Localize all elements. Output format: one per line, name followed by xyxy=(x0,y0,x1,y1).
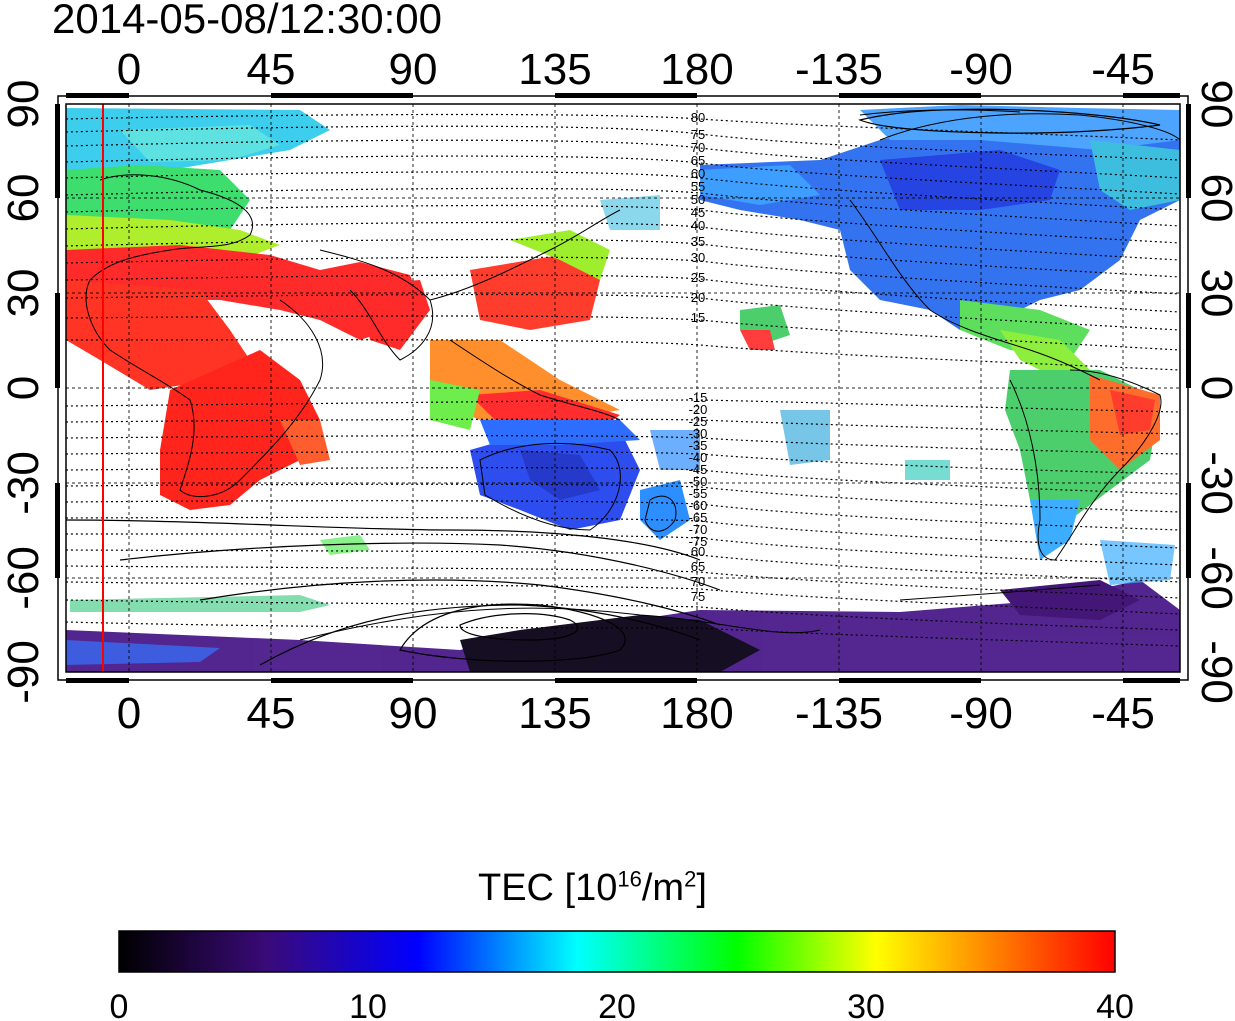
lat-tick-left-label: -60 xyxy=(0,546,48,610)
contour-label-far-south: 75 xyxy=(691,589,705,604)
lon-tick-bottom-label: -90 xyxy=(949,689,1013,738)
lat-tick-left-label: 0 xyxy=(0,376,48,400)
lon-tick-top-label: -45 xyxy=(1091,45,1155,94)
contour-label-south: -20 xyxy=(689,402,708,417)
lat-tick-right-label: 0 xyxy=(1192,376,1235,400)
contour-label-north: 40 xyxy=(691,218,705,233)
contour-label-north: 80 xyxy=(691,110,705,125)
contour-label-south: -70 xyxy=(689,522,708,537)
contour-label-north: 75 xyxy=(691,127,705,142)
lat-tick-left-label: -30 xyxy=(0,451,48,515)
lat-tick-right-label: 90 xyxy=(1192,80,1235,129)
contour-label-north: 25 xyxy=(691,270,705,285)
contour-label-north: 20 xyxy=(691,290,705,305)
tec-data-regions xyxy=(66,105,1180,672)
lon-tick-bottom-label: -135 xyxy=(795,689,883,738)
contour-label-north: 70 xyxy=(691,140,705,155)
contour-label-south: -75 xyxy=(689,534,708,549)
colorbar-tick-label: 30 xyxy=(847,988,885,1021)
lat-tick-left-label: 30 xyxy=(0,269,48,318)
lon-tick-top-label: 135 xyxy=(518,45,591,94)
contour-label-north: 65 xyxy=(691,153,705,168)
lon-tick-bottom-label: -45 xyxy=(1091,689,1155,738)
contour-label-far-south: 70 xyxy=(691,574,705,589)
contour-label-south: -65 xyxy=(689,510,708,525)
contour-label-south: -55 xyxy=(689,486,708,501)
contour-label-south: -40 xyxy=(689,450,708,465)
lon-tick-bottom-label: 45 xyxy=(247,689,296,738)
lon-tick-top-label: -90 xyxy=(949,45,1013,94)
contour-label-south: -25 xyxy=(689,414,708,429)
polar-contours xyxy=(66,108,1161,666)
lat-tick-left-label: -90 xyxy=(0,640,48,704)
graticule-grid xyxy=(66,104,1180,672)
contour-label-north: 50 xyxy=(691,192,705,207)
lon-tick-labels-top: 0 45 90 135 180 -135 -90 -45 xyxy=(117,45,1155,94)
lon-tick-top-label: 0 xyxy=(117,45,141,94)
colorbar xyxy=(118,930,1116,973)
lat-tick-right-label: -60 xyxy=(1192,546,1235,610)
contour-label-south: -35 xyxy=(689,438,708,453)
contour-label-north: 60 xyxy=(691,166,705,181)
contour-label-north: 30 xyxy=(691,250,705,265)
map-frame xyxy=(65,103,1181,673)
lon-tick-labels-bottom: 0 45 90 135 180 -135 -90 -45 xyxy=(117,689,1155,738)
contour-label-north: 15 xyxy=(691,310,705,325)
lon-tick-bottom-label: 90 xyxy=(389,689,438,738)
lat-tick-left-label: 60 xyxy=(0,174,48,223)
lon-tick-top-label: 180 xyxy=(660,45,733,94)
contour-label-north: 55 xyxy=(691,179,705,194)
lon-tick-bottom-label: 135 xyxy=(518,689,591,738)
colorbar-tick-label: 40 xyxy=(1096,988,1134,1021)
lat-tick-right-label: -30 xyxy=(1192,451,1235,515)
lon-tick-bottom-label: 0 xyxy=(117,689,141,738)
contour-label-south: -45 xyxy=(689,462,708,477)
colorbar-tick-labels: 0 10 20 30 40 xyxy=(110,988,1134,1021)
lat-tick-right-label: -90 xyxy=(1192,640,1235,704)
lon-tick-bottom-label: 180 xyxy=(660,689,733,738)
colorbar-tick-label: 10 xyxy=(349,988,387,1021)
contour-lines xyxy=(66,113,1180,647)
frame-tick-bars xyxy=(55,93,1191,683)
colorbar-title: TEC [1016/m2] xyxy=(478,866,707,909)
lat-tick-left-label: 90 xyxy=(0,80,48,129)
lat-tick-right-label: 30 xyxy=(1192,269,1235,318)
map-title: 2014-05-08/12:30:00 xyxy=(52,0,442,42)
contour-label-south: -50 xyxy=(689,474,708,489)
contour-label-south: -60 xyxy=(689,498,708,513)
lat-tick-labels-left: 90 60 30 0 -30 -60 -90 xyxy=(0,80,48,704)
lat-tick-right-label: 60 xyxy=(1192,174,1235,223)
lat-tick-labels-right: 90 60 30 0 -30 -60 -90 xyxy=(1192,80,1235,704)
lon-tick-top-label: 45 xyxy=(247,45,296,94)
contour-value-labels: 8075706560555045403530252015-15-20-25-30… xyxy=(689,110,708,604)
lon-tick-top-label: 90 xyxy=(389,45,438,94)
lon-tick-top-label: -135 xyxy=(795,45,883,94)
contour-label-far-south: 60 xyxy=(691,544,705,559)
contour-label-south: -15 xyxy=(689,390,708,405)
colorbar-tick-label: 20 xyxy=(598,988,636,1021)
contour-label-north: 35 xyxy=(691,234,705,249)
contour-label-north: 45 xyxy=(691,205,705,220)
colorbar-tick-label: 0 xyxy=(110,988,129,1021)
map-area xyxy=(66,104,1180,672)
contour-label-far-south: 65 xyxy=(691,559,705,574)
contour-label-south: -30 xyxy=(689,426,708,441)
